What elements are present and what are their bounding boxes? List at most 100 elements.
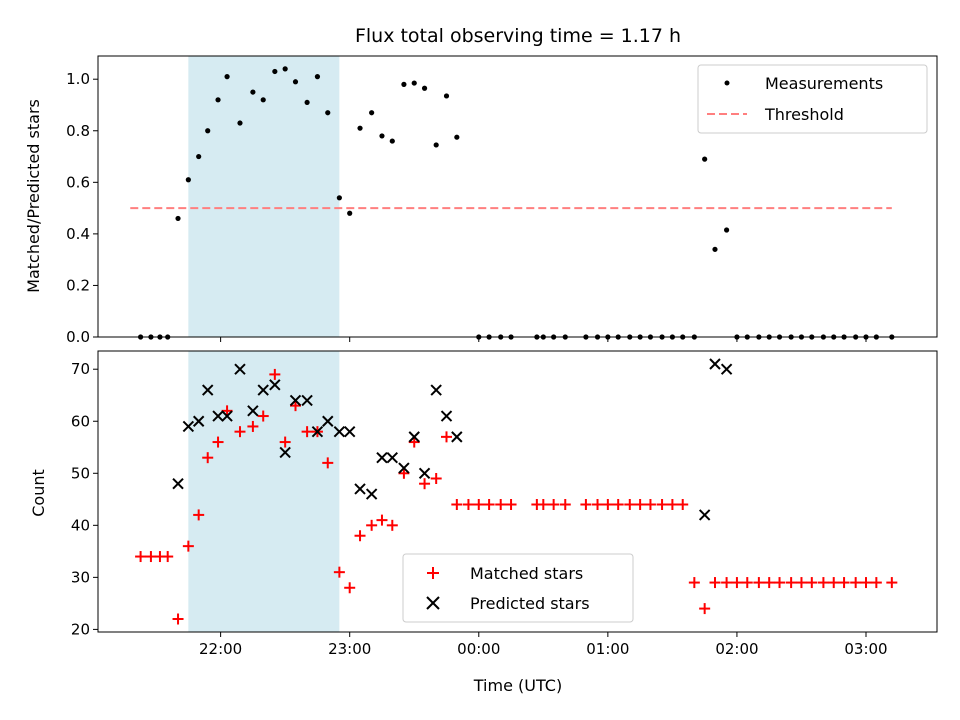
measurement-point bbox=[215, 97, 221, 103]
measurement-point bbox=[292, 79, 299, 85]
bottom-y-axis-label: Count bbox=[29, 469, 48, 517]
predicted-star-point bbox=[257, 384, 269, 396]
predicted-star-point bbox=[333, 425, 346, 438]
y-tick-label: 0.6 bbox=[66, 173, 90, 191]
legend-threshold-label: Threshold bbox=[764, 105, 844, 124]
matched-star-point bbox=[162, 551, 174, 563]
measurement-point bbox=[196, 153, 202, 160]
matched-star-point bbox=[656, 499, 668, 511]
predicted-star-point bbox=[322, 415, 334, 427]
measurement-point bbox=[325, 110, 331, 116]
matched-star-point bbox=[172, 613, 184, 625]
matched-star-point bbox=[202, 452, 214, 464]
matched-star-point bbox=[462, 499, 474, 511]
predicted-star-point bbox=[172, 477, 184, 490]
predicted-star-point bbox=[192, 415, 205, 427]
top-legend-box bbox=[697, 64, 928, 134]
matched-star-point bbox=[483, 499, 495, 511]
measurement-point bbox=[379, 133, 385, 139]
matched-star-point bbox=[806, 577, 818, 589]
predicted-star-point bbox=[247, 405, 259, 417]
predicted-star-point bbox=[430, 384, 442, 396]
predicted-star-point bbox=[408, 431, 420, 443]
predicted-star-point bbox=[221, 410, 233, 422]
matched-star-point bbox=[838, 577, 850, 589]
matched-star-point bbox=[247, 420, 259, 432]
y-tick-label: 0.0 bbox=[66, 328, 90, 346]
measurement-point bbox=[433, 142, 439, 148]
matched-star-point bbox=[408, 436, 420, 448]
bottom-shaded-span bbox=[188, 351, 340, 632]
matched-star-point bbox=[860, 577, 872, 589]
matched-star-point bbox=[559, 499, 571, 511]
matched-star-point bbox=[870, 577, 882, 589]
matched-star-point bbox=[850, 577, 862, 589]
top-shaded-span bbox=[188, 56, 340, 337]
y-tick-label: 40 bbox=[71, 516, 90, 534]
matched-star-point bbox=[666, 499, 678, 511]
bottom-x-axis: 22:00 23:00 00:00 01:00 02:00 03:00 bbox=[199, 632, 888, 658]
predicted-star-point bbox=[376, 451, 388, 464]
measurement-point bbox=[175, 215, 181, 222]
y-tick-label: 20 bbox=[71, 620, 90, 638]
bottom-legend-box bbox=[402, 553, 634, 623]
matched-star-point bbox=[279, 436, 291, 448]
matched-star-point bbox=[688, 577, 700, 589]
matched-star-point bbox=[785, 577, 797, 589]
legend-matched-marker bbox=[427, 567, 439, 579]
matched-star-point bbox=[376, 514, 388, 526]
matched-star-point bbox=[580, 499, 592, 511]
predicted-star-point bbox=[301, 394, 313, 407]
measurement-point bbox=[282, 66, 288, 72]
matched-star-point bbox=[634, 499, 646, 511]
predicted-star-point bbox=[182, 420, 195, 433]
matched-star-point bbox=[644, 499, 656, 511]
y-tick-label: 0.4 bbox=[66, 225, 90, 243]
matched-star-point bbox=[763, 577, 775, 589]
legend-measurements-marker bbox=[724, 80, 730, 86]
matched-star-point bbox=[495, 499, 507, 511]
y-tick-label: 0.2 bbox=[66, 276, 90, 294]
measurement-point bbox=[237, 120, 243, 126]
top-panel: 0.0 0.2 0.4 0.6 0.8 1.0 Matched/Predicted sta… bbox=[24, 55, 938, 346]
bottom-points-layer bbox=[135, 358, 898, 625]
matched-star-point bbox=[473, 499, 485, 511]
matched-star-point bbox=[322, 457, 334, 469]
measurement-point bbox=[304, 99, 310, 106]
matched-star-point bbox=[721, 577, 733, 589]
predicted-star-point bbox=[440, 410, 453, 422]
measurement-point bbox=[185, 177, 191, 183]
top-y-axis: 0.0 0.2 0.4 0.6 0.8 1.0 bbox=[66, 70, 98, 346]
matched-star-point bbox=[386, 519, 398, 531]
matched-star-point bbox=[398, 467, 410, 479]
legend-measurements-label: Measurements bbox=[765, 74, 883, 93]
measurement-point bbox=[421, 85, 428, 91]
y-tick-label: 70 bbox=[71, 360, 90, 378]
y-tick-label: 1.0 bbox=[66, 70, 90, 88]
matched-star-point bbox=[548, 499, 560, 511]
predicted-star-point bbox=[289, 394, 302, 407]
matched-star-point bbox=[612, 499, 624, 511]
top-y-axis-label: Matched/Predicted stars bbox=[24, 99, 43, 293]
predicted-star-point bbox=[418, 467, 431, 479]
matched-star-point bbox=[451, 499, 463, 511]
matched-star-point bbox=[624, 499, 636, 511]
y-tick-label: 50 bbox=[71, 464, 90, 482]
matched-star-point bbox=[430, 472, 442, 484]
measurement-point bbox=[369, 110, 375, 116]
measurement-point bbox=[454, 134, 460, 140]
matched-star-point bbox=[731, 577, 743, 589]
bottom-plot-frame bbox=[97, 350, 938, 633]
measurement-point bbox=[724, 227, 730, 233]
predicted-star-point bbox=[365, 488, 378, 500]
matched-star-point bbox=[741, 577, 753, 589]
matched-star-point bbox=[441, 431, 453, 443]
top-plot-frame bbox=[97, 55, 938, 338]
matched-star-point bbox=[828, 577, 840, 589]
measurement-point bbox=[224, 74, 230, 80]
predicted-star-point bbox=[202, 384, 214, 396]
matched-star-point bbox=[333, 566, 345, 578]
predicted-star-point bbox=[234, 363, 246, 375]
predicted-star-point bbox=[343, 425, 356, 438]
